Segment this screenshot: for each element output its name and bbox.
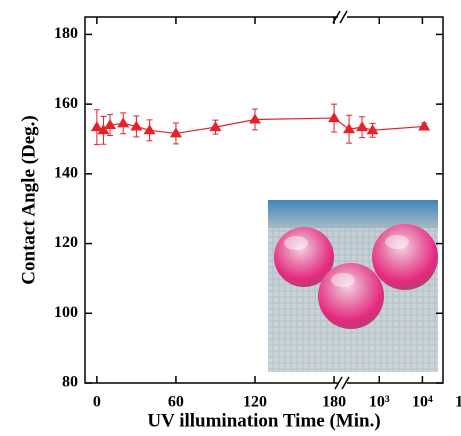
plot-frame: [84, 16, 444, 384]
y-tick-label: 160: [54, 95, 78, 112]
x-tick-label: 0: [93, 394, 101, 411]
x-tick-label: 10⁴: [412, 394, 433, 411]
data-point: [418, 120, 431, 131]
y-tick-label: 80: [62, 374, 78, 391]
data-point: [143, 124, 156, 135]
x-tick-label: 10³: [369, 394, 390, 411]
y-axis-title: Contact Angle (Deg.): [18, 115, 39, 284]
data-point: [97, 124, 110, 135]
y-tick-label: 140: [54, 165, 78, 182]
data-point: [169, 127, 182, 138]
data-point: [328, 112, 341, 123]
y-tick-label: 100: [54, 304, 78, 321]
y-tick-label: 180: [54, 25, 78, 42]
x-tick-label: 10⁵: [455, 394, 461, 411]
x-tick-label: 60: [168, 394, 184, 411]
data-point: [90, 121, 103, 132]
y-tick-label: 120: [54, 234, 78, 251]
data-point: [343, 123, 356, 134]
data-point: [104, 119, 117, 130]
x-tick-label: 180: [322, 394, 346, 411]
x-axis-title: UV illumination Time (Min.): [147, 410, 380, 431]
inset-photo: [268, 200, 438, 372]
data-point: [249, 113, 261, 124]
x-tick-label: 120: [243, 394, 267, 411]
data-point: [117, 117, 130, 128]
data-point: [356, 121, 369, 132]
data-point: [209, 121, 222, 132]
data-point: [130, 120, 143, 131]
data-point: [366, 124, 379, 135]
